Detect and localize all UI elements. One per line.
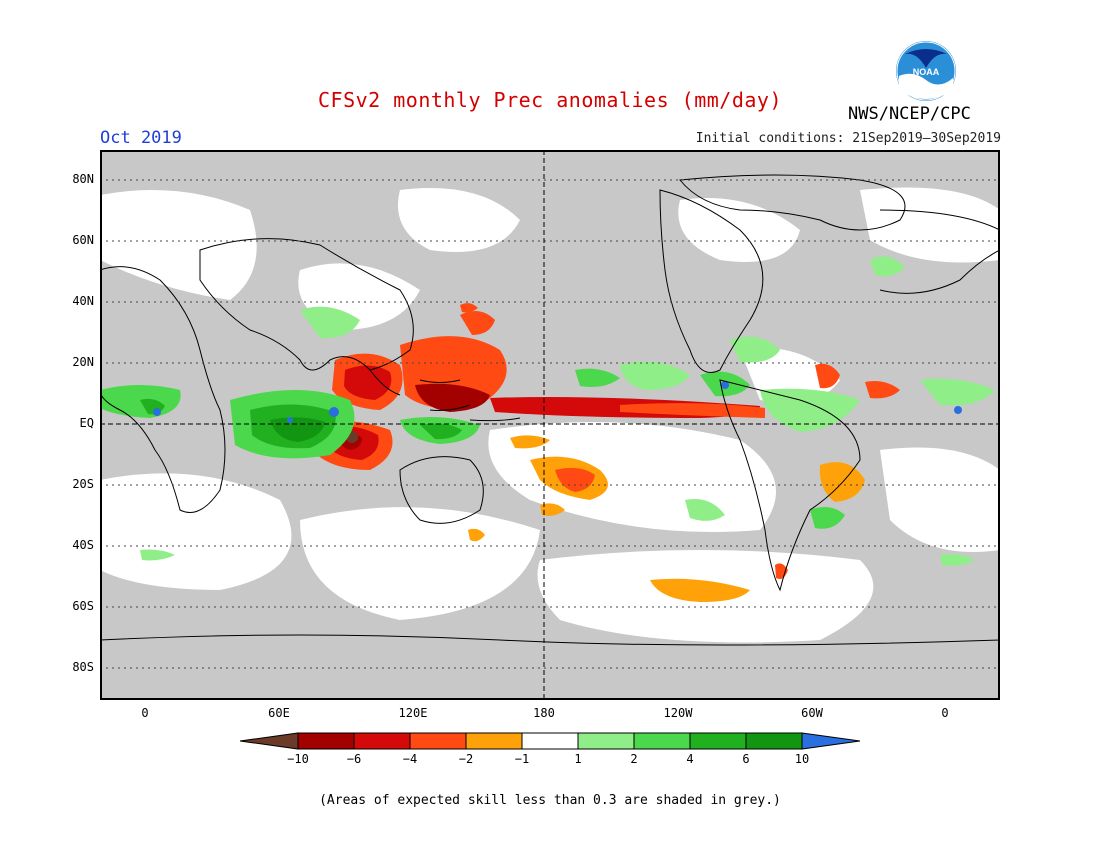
- map-frame: [100, 150, 1000, 700]
- noaa-logo: NOAA: [896, 41, 956, 101]
- forecast-month: Oct 2019: [100, 128, 182, 148]
- agency-label: NWS/NCEP/CPC: [848, 104, 971, 124]
- lon-tick-180: 180: [533, 706, 555, 720]
- colorbar-label-p10: 10: [794, 752, 810, 766]
- colorbar-m2-m1: [465, 732, 523, 750]
- coastlines: [100, 174, 1000, 646]
- colorbar-m10-m6: [297, 732, 355, 750]
- colorbar-m4-m2: [409, 732, 467, 750]
- lon-tick-60w: 60W: [801, 706, 823, 720]
- noaa-logo-text: NOAA: [913, 67, 940, 77]
- lon-tick-120w: 120W: [663, 706, 693, 720]
- colorbar-p2-p4: [633, 732, 691, 750]
- lat-tick-20s: 20S: [72, 477, 94, 491]
- skill-footnote: (Areas of expected skill less than 0.3 a…: [319, 793, 781, 808]
- colorbar-label-m2: −2: [458, 752, 474, 766]
- colorbar-label-m4: −4: [402, 752, 418, 766]
- colorbar-gt-p10: [801, 732, 860, 750]
- lat-tick-60s: 60S: [72, 599, 94, 613]
- colorbar-p4-p6: [689, 732, 747, 750]
- anomaly-map: [100, 150, 1000, 700]
- colorbar-label-m1: −1: [514, 752, 530, 766]
- lat-tick-60n: 60N: [72, 233, 94, 247]
- colorbar-lt-m10: [240, 732, 299, 750]
- lat-gridlines: [100, 179, 1000, 669]
- lat-tick-eq: EQ: [79, 416, 94, 430]
- colorbar: [240, 732, 860, 750]
- colorbar-p6-p10: [745, 732, 803, 750]
- lat-tick-80s: 80S: [72, 660, 94, 674]
- colorbar-label-p6: 6: [742, 752, 750, 766]
- colorbar-m6-m4: [353, 732, 411, 750]
- map-title: CFSv2 monthly Prec anomalies (mm/day): [317, 88, 783, 112]
- lat-tick-40s: 40S: [72, 538, 94, 552]
- lat-tick-40n: 40N: [72, 294, 94, 308]
- colorbar-label-p4: 4: [686, 752, 694, 766]
- lat-tick-80n: 80N: [72, 172, 94, 186]
- lon-tick-120e: 120E: [398, 706, 428, 720]
- colorbar-label-p2: 2: [630, 752, 638, 766]
- initial-conditions: Initial conditions: 21Sep2019–30Sep2019: [695, 131, 1001, 146]
- colorbar-m1-p1: [521, 732, 579, 750]
- lat-tick-20n: 20N: [72, 355, 94, 369]
- lon-tick-60e: 60E: [268, 706, 290, 720]
- colorbar-label-m6: −6: [346, 752, 362, 766]
- lon-tick-0-east: 0: [941, 706, 949, 720]
- colorbar-label-p1: 1: [574, 752, 582, 766]
- lon-tick-0: 0: [141, 706, 149, 720]
- colorbar-p1-p2: [577, 732, 635, 750]
- colorbar-label-m10: −10: [287, 752, 309, 766]
